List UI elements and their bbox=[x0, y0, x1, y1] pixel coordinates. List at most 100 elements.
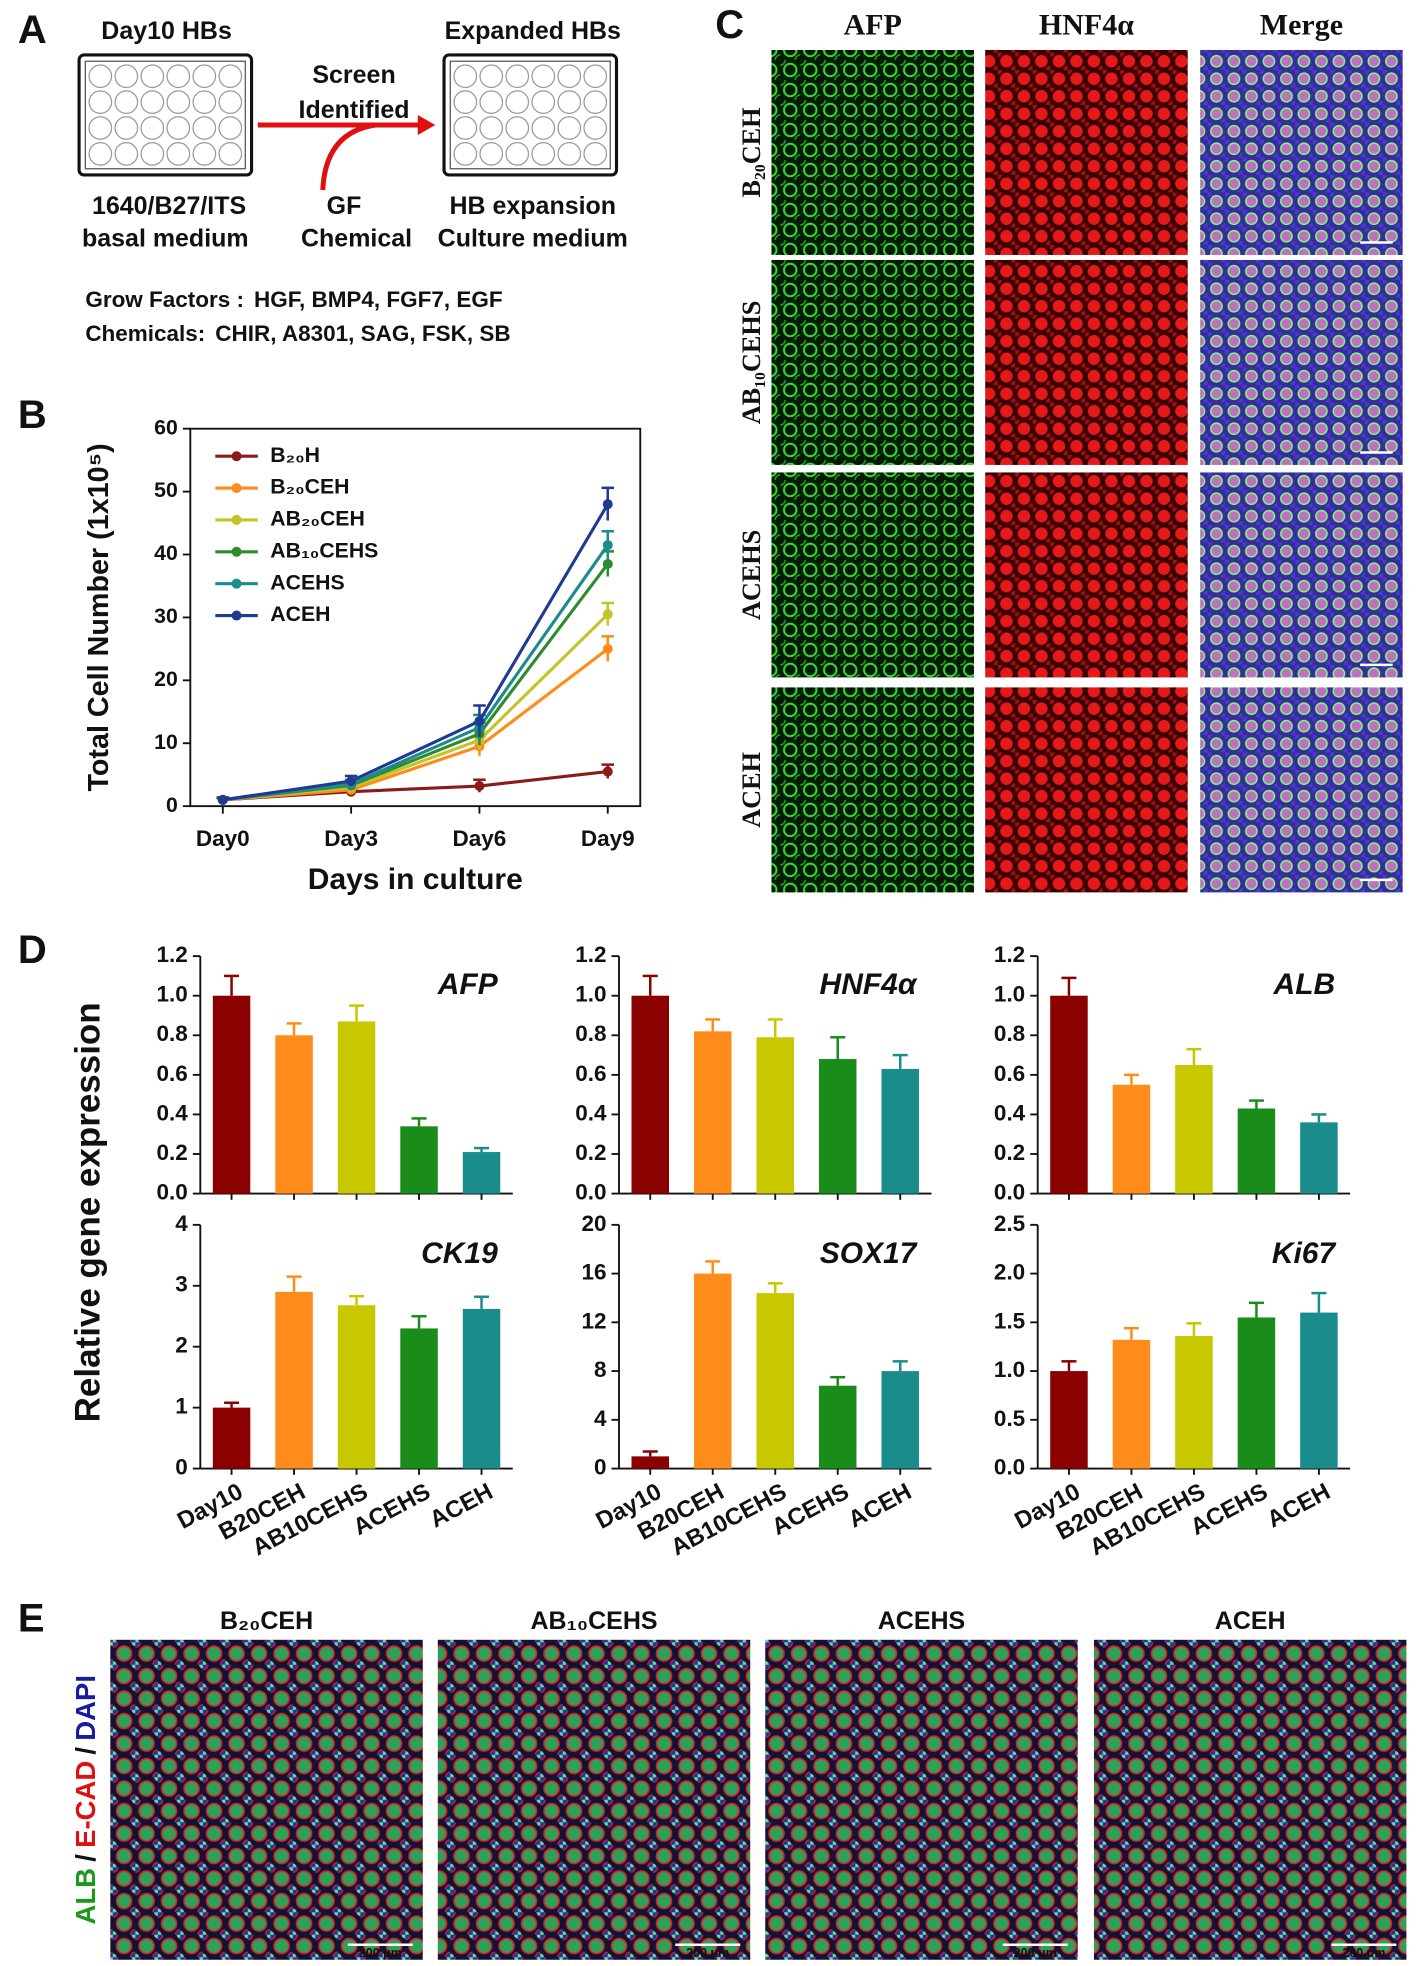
factor-items: HGF, BMP4, FGF7, EGF bbox=[254, 287, 503, 312]
y-tick-label: 60 bbox=[154, 415, 178, 439]
bar bbox=[337, 1021, 376, 1194]
well bbox=[583, 141, 608, 166]
well bbox=[140, 141, 165, 166]
well bbox=[140, 90, 165, 114]
y-tick-label: 1.2 bbox=[157, 942, 188, 967]
stain-part: ALB bbox=[70, 1868, 101, 1925]
y-tick-label: 0 bbox=[175, 1455, 188, 1480]
y-tick-label: 0.2 bbox=[157, 1140, 188, 1165]
legend-label: ACEHS bbox=[270, 570, 344, 594]
panel-label: E bbox=[18, 1597, 45, 1641]
well bbox=[505, 64, 530, 89]
well bbox=[88, 116, 113, 140]
y-tick-label: 0.4 bbox=[157, 1100, 189, 1125]
plate bbox=[442, 53, 619, 177]
well bbox=[218, 116, 243, 140]
row-label: AB₁₀CEHS bbox=[737, 301, 766, 425]
row-label: ACEH bbox=[737, 752, 766, 828]
column-header: Merge bbox=[1260, 8, 1343, 41]
micrograph bbox=[1093, 1639, 1407, 1960]
well bbox=[531, 90, 556, 114]
well bbox=[557, 64, 582, 89]
input-label: Chemical bbox=[301, 225, 412, 253]
bar bbox=[212, 1407, 251, 1469]
legend-marker bbox=[231, 483, 242, 494]
arrow-head bbox=[417, 114, 436, 135]
well bbox=[114, 64, 139, 89]
y-tick-label: 0.6 bbox=[994, 1061, 1025, 1086]
bar bbox=[818, 1385, 857, 1469]
legend-label: AB₂₀CEH bbox=[270, 507, 365, 531]
well bbox=[114, 141, 139, 166]
y-tick-label: 2.0 bbox=[994, 1260, 1025, 1285]
chart-title: Ki67 bbox=[1272, 1237, 1337, 1270]
y-tick-label: 1.0 bbox=[575, 982, 606, 1007]
well bbox=[479, 64, 504, 89]
well bbox=[88, 141, 113, 166]
bar bbox=[818, 1059, 857, 1194]
bar bbox=[462, 1152, 501, 1194]
well bbox=[166, 141, 191, 166]
well bbox=[453, 116, 478, 140]
medium-label: basal medium bbox=[82, 225, 249, 253]
bar bbox=[1300, 1312, 1338, 1469]
y-tick-label: 0.0 bbox=[994, 1180, 1025, 1205]
panel-label: C bbox=[715, 3, 744, 47]
y-tick-label: 0.0 bbox=[157, 1180, 188, 1205]
well bbox=[218, 141, 243, 166]
y-tick-label: 0 bbox=[594, 1455, 607, 1480]
panel-label: D bbox=[18, 928, 47, 972]
chart-title: AFP bbox=[437, 968, 499, 1001]
bar bbox=[1175, 1064, 1213, 1194]
well bbox=[192, 90, 217, 114]
well bbox=[218, 90, 243, 114]
x-tick-label: ACEH bbox=[844, 1479, 916, 1534]
micrograph bbox=[985, 472, 1188, 678]
well bbox=[557, 116, 582, 140]
bar bbox=[1050, 1371, 1088, 1469]
y-tick-label: 40 bbox=[154, 541, 178, 565]
factor-label: Chemicals: bbox=[85, 321, 205, 346]
y-tick-label: 1.2 bbox=[575, 942, 606, 967]
bar bbox=[275, 1291, 313, 1469]
stain-part: DAPI bbox=[70, 1675, 101, 1741]
well bbox=[531, 64, 556, 89]
y-tick-label: 0.4 bbox=[575, 1100, 607, 1125]
scale-bar-label: 200 μm bbox=[359, 1946, 402, 1960]
well bbox=[166, 90, 191, 114]
legend-marker bbox=[231, 451, 242, 462]
bar bbox=[881, 1068, 919, 1194]
x-tick-label: Day0 bbox=[196, 826, 250, 851]
micrograph bbox=[771, 49, 974, 255]
plate-inner bbox=[84, 60, 246, 170]
bar bbox=[756, 1037, 794, 1194]
well bbox=[583, 116, 608, 140]
well bbox=[453, 90, 478, 114]
well bbox=[505, 116, 530, 140]
well bbox=[583, 64, 608, 89]
bar bbox=[1175, 1335, 1213, 1469]
x-axis-label: Days in culture bbox=[308, 863, 523, 896]
bar bbox=[1112, 1084, 1151, 1194]
bar bbox=[631, 1456, 670, 1469]
y-tick-label: 0.4 bbox=[994, 1100, 1026, 1125]
y-axis-label: Relative gene expression bbox=[69, 1002, 108, 1422]
legend-marker bbox=[231, 514, 242, 525]
y-tick-label: 4 bbox=[175, 1211, 188, 1236]
well bbox=[88, 64, 113, 89]
plate bbox=[77, 53, 254, 177]
bar bbox=[462, 1308, 501, 1469]
well bbox=[453, 64, 478, 89]
plate-inner bbox=[449, 60, 611, 170]
chart-title: CK19 bbox=[421, 1237, 498, 1270]
arrow-label: Identified bbox=[299, 96, 410, 124]
input-label: GF bbox=[327, 192, 362, 220]
legend-marker bbox=[231, 546, 242, 557]
y-tick-label: 2 bbox=[175, 1333, 188, 1358]
marker bbox=[602, 558, 613, 569]
y-tick-label: 4 bbox=[594, 1406, 607, 1431]
y-tick-label: 0.5 bbox=[994, 1406, 1025, 1431]
y-tick-label: 0.8 bbox=[994, 1021, 1025, 1046]
bar bbox=[1237, 1317, 1276, 1469]
